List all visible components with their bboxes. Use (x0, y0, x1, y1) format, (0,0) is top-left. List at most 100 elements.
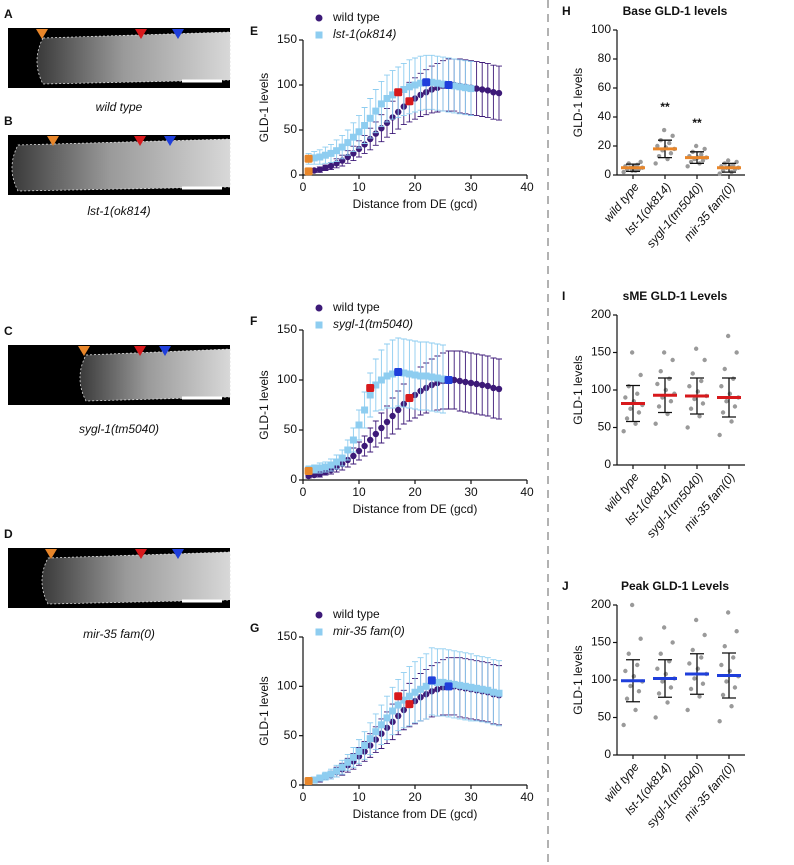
data-point (383, 372, 391, 380)
data-point (372, 728, 380, 736)
data-point (361, 122, 369, 129)
data-point (690, 371, 695, 376)
gonad (79, 348, 231, 402)
arrowhead (45, 549, 57, 559)
data-point (692, 396, 697, 402)
data-point (383, 418, 391, 426)
data-point (700, 681, 706, 686)
data-point (456, 681, 464, 689)
y-axis-label: GLD-1 levels (571, 355, 585, 424)
data-point (344, 139, 352, 147)
data-point (316, 470, 323, 478)
y-tick-label: 200 (591, 597, 611, 611)
data-point (667, 140, 672, 146)
panel-label: H (562, 4, 571, 18)
data-point (484, 382, 491, 390)
data-point (628, 406, 633, 411)
data-point (355, 128, 363, 136)
data-point (695, 389, 701, 394)
data-point (495, 689, 503, 697)
data-point (428, 78, 436, 86)
data-point (372, 130, 379, 137)
data-point (700, 401, 706, 406)
arrowhead (159, 346, 171, 356)
caption: wild type (96, 100, 143, 114)
legend-label: lst-1(ok814) (333, 27, 396, 41)
data-point (670, 640, 675, 645)
data-point (638, 159, 643, 165)
highlight-point (444, 81, 453, 89)
arrowhead (135, 29, 147, 39)
data-point (621, 169, 626, 175)
data-point (355, 447, 363, 455)
data-point (462, 378, 469, 386)
data-point (719, 384, 724, 389)
data-point (688, 686, 694, 692)
chart-title: Base GLD-1 levels (623, 4, 728, 18)
panel-label: B (4, 114, 13, 128)
data-point (658, 651, 663, 656)
data-point (366, 735, 374, 743)
significance: ** (660, 100, 670, 114)
data-point (361, 406, 369, 414)
data-point (661, 350, 667, 355)
legend-marker (315, 304, 323, 312)
data-point (327, 149, 335, 157)
data-point (665, 700, 670, 705)
legend-marker (315, 611, 323, 619)
data-point (439, 375, 447, 383)
data-point (321, 463, 329, 471)
y-tick-label: 100 (277, 372, 297, 386)
data-point (490, 89, 497, 96)
data-point (467, 85, 475, 93)
panel-label: A (4, 7, 13, 21)
data-point (697, 414, 702, 419)
data-point (372, 381, 380, 389)
panel-label: D (4, 527, 13, 541)
gonad (41, 551, 231, 605)
data-point (661, 625, 667, 630)
data-point (635, 662, 640, 668)
data-point (366, 391, 374, 399)
data-point (621, 722, 626, 728)
data-point (378, 424, 385, 432)
data-point (636, 410, 642, 415)
y-tick-label: 150 (277, 322, 297, 336)
data-point (658, 369, 663, 374)
data-point (484, 686, 492, 694)
data-point (327, 770, 335, 778)
data-point (372, 430, 379, 438)
data-point (310, 465, 318, 473)
x-tick-label: 30 (464, 180, 478, 194)
legend-marker (315, 321, 323, 329)
data-point (495, 89, 503, 97)
data-point (653, 421, 658, 426)
x-tick-label: 40 (520, 180, 534, 194)
data-point (717, 171, 722, 176)
highlight-point (304, 777, 313, 786)
x-tick-label: 0 (300, 485, 307, 499)
arrowhead (36, 29, 48, 39)
data-point (631, 674, 637, 679)
data-point (411, 81, 419, 89)
y-axis-label: GLD-1 levels (571, 645, 585, 714)
data-point (700, 158, 706, 163)
highlight-point (394, 88, 403, 97)
y-tick-label: 40 (598, 109, 612, 123)
data-point (725, 610, 731, 615)
data-point (663, 671, 669, 677)
data-point (405, 370, 413, 378)
y-tick-label: 100 (591, 672, 611, 686)
data-point (338, 454, 346, 462)
data-point (405, 692, 413, 700)
data-point (322, 164, 329, 171)
data-point (327, 162, 335, 170)
data-point (663, 387, 669, 393)
panel-label: C (4, 324, 13, 338)
data-point (450, 82, 458, 90)
data-point (439, 678, 447, 686)
data-point (685, 425, 690, 430)
panel-label: J (562, 579, 569, 593)
data-point (729, 419, 734, 424)
data-point (668, 399, 674, 404)
